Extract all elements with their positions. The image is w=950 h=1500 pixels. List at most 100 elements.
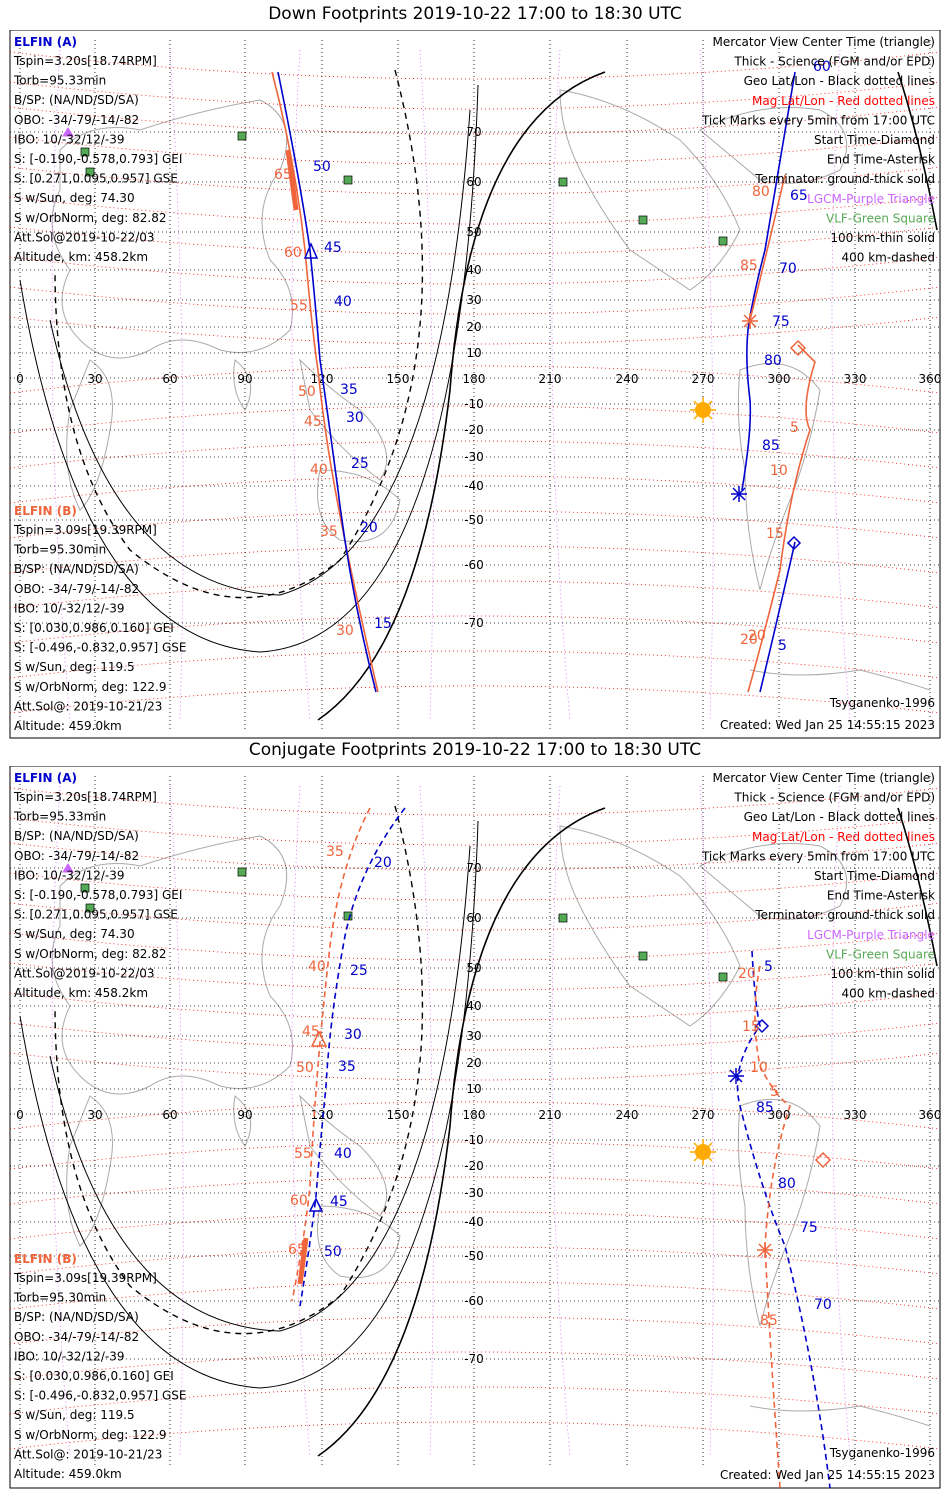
legend-entry: Terminator: ground-thick solid [754, 172, 935, 186]
elfin-b-tick-label: 40 [310, 462, 328, 478]
elfin-b-info-line: S: [-0.496,-0.832,0.957] GSE [14, 641, 187, 655]
elfin-b-info-line: OBO: -34/-79/-14/-82 [14, 1330, 139, 1344]
legend-entry: Start Time-Diamond [814, 869, 935, 883]
legend-entry: Thick - Science (FGM and/or EPD) [733, 791, 935, 805]
elfin-a-title: ELFIN (A) [14, 35, 77, 49]
lon-tick-label: 270 [692, 372, 715, 386]
elfin-a-info: ELFIN (A) Tspin=3.20s[18.74RPM] Torb=95.33… [13, 771, 182, 1000]
elfin-b-tick-label: 45 [302, 1024, 320, 1040]
elfin-b-tick-label: 10 [750, 1060, 768, 1076]
elfin-a-info-line: S: [0.271,0.095,0.957] GSE [14, 172, 178, 186]
elfin-b-tick-label: 85 [760, 1313, 778, 1329]
track-tick-labels: 2025303540455058580757035404550556065201… [288, 844, 832, 1329]
elfin-b-info: ELFIN (B) Tspin=3.09s[19.39RPM] Torb=95.30… [13, 504, 187, 733]
lon-tick-label: 30 [87, 372, 102, 386]
elfin-a-tick-label: 85 [762, 438, 780, 454]
elfin-b-tick-label: 40 [308, 959, 326, 975]
legend-entry: Mercator View Center Time (triangle) [713, 771, 935, 785]
elfin-a-tick-label: 65 [790, 188, 808, 204]
lat-tick-label: 30 [466, 1029, 481, 1043]
elfin-b-tick-label: 50 [296, 1060, 314, 1076]
vlf-square-icon [638, 951, 648, 961]
vlf-stations [80, 867, 728, 982]
elfin-b-title: ELFIN (B) [14, 504, 77, 518]
elfin-a-tick-label: 70 [779, 261, 797, 277]
lon-tick-label: 210 [539, 1108, 562, 1122]
longitude-tick-labels: 0 30 60 90 120 150 180 210 240 270 300 330 360 [16, 1108, 941, 1122]
lat-tick-label: 60 [466, 911, 481, 925]
elfin-b-tick-label: 35 [320, 524, 338, 540]
conjugate-footprints-map: 0 30 60 90 120 150 180 210 240 270 300 330 360 70 60 5… [9, 766, 941, 1489]
elfin-b-tick-label: 45 [304, 414, 322, 430]
elfin-b-tick-label: 65 [274, 167, 292, 183]
legend: Mercator View Center Time (triangle) Thic… [701, 771, 935, 1001]
elfin-b-info-line: Att.Sol@: 2019-10-21/23 [14, 699, 162, 713]
elfin-a-info: ELFIN (A) Tspin=3.20s[18.74RPM] Torb=95.33… [13, 35, 182, 264]
elfin-a-info-line: Att.Sol@2019-10-22/03 [14, 966, 155, 980]
elfin-b-info-line: Tspin=3.09s[19.39RPM] [13, 1271, 157, 1285]
lon-tick-label: 180 [463, 372, 486, 386]
elfin-a-center-triangle [308, 1197, 324, 1212]
lat-tick-label: 20 [466, 320, 481, 334]
elfin-a-end-asterisk [731, 486, 747, 502]
elfin-b-info-line: IBO: 10/-32/12/-39 [14, 1349, 125, 1363]
elfin-a-info-line: B/SP: (NA/ND/SD/SA) [14, 93, 139, 107]
vlf-square-icon [237, 131, 247, 141]
elfin-b-tick-label: 10 [770, 463, 788, 479]
lat-tick-label: 70 [466, 861, 481, 875]
lgcm-triangle [62, 127, 74, 137]
elfin-a-info-line: Torb=95.33min [13, 74, 106, 88]
vlf-square-icon [558, 913, 568, 923]
legend-entry: Thick - Science (FGM and/or EPD) [733, 55, 935, 69]
vlf-square-icon [85, 167, 95, 177]
elfin-a-info-line: Tspin=3.20s[18.74RPM] [13, 54, 157, 68]
markers [308, 1018, 832, 1258]
lat-tick-label: 30 [466, 293, 481, 307]
elfin-b-info-line: IBO: 10/-32/12/-39 [14, 601, 125, 615]
lon-tick-label: 270 [692, 1108, 715, 1122]
lon-tick-label: 300 [768, 1108, 791, 1122]
legend-entry: End Time-Asterisk [827, 153, 935, 167]
created-label: Created: Wed Jan 25 14:55:15 2023 [720, 718, 935, 732]
elfin-a-title: ELFIN (A) [14, 771, 77, 785]
legend-entry: Tick Marks every 5min from 17:00 UTC [701, 849, 935, 863]
lat-tick-label: -60 [464, 558, 484, 572]
vlf-stations [80, 131, 728, 246]
vlf-square-icon [343, 175, 353, 185]
lon-tick-label: 60 [162, 1108, 177, 1122]
elfin-a-tick-label: 80 [778, 1176, 796, 1192]
elfin-b-tick-label: 20 [738, 966, 756, 982]
elfin-b-info-line: Torb=95.30min [13, 1291, 106, 1305]
lat-tick-label: -40 [464, 1215, 484, 1229]
elfin-a-info-line: Altitude, km: 458.2km [14, 250, 148, 264]
elfin-b-info-line: Att.Sol@: 2019-10-21/23 [14, 1447, 162, 1461]
lat-tick-label: -30 [464, 1186, 484, 1200]
markers [303, 242, 807, 551]
elfin-a-tick-label: 50 [313, 159, 331, 175]
lat-tick-label: -10 [464, 1133, 484, 1147]
elfin-b-tick-label: 85 [740, 258, 758, 274]
elfin-a-tick-label: 30 [346, 410, 364, 426]
elfin-a-tick-label: 40 [334, 1146, 352, 1162]
lat-tick-label: -20 [464, 423, 484, 437]
elfin-b-info-line: Torb=95.30min [13, 543, 106, 557]
lon-tick-label: 90 [237, 1108, 252, 1122]
legend-entry: Mag Lat/Lon - Red dotted lines [752, 94, 935, 108]
elfin-b-center-triangle [310, 1030, 328, 1047]
elfin-a-tick-label: 45 [324, 240, 342, 256]
lat-tick-label: -50 [464, 513, 484, 527]
elfin-a-info-line: S w/Sun, deg: 74.30 [14, 191, 135, 205]
elfin-b-tick-label: 15 [766, 526, 784, 542]
legend-entry: Tick Marks every 5min from 17:00 UTC [701, 113, 935, 127]
elfin-a-info-line: S w/OrbNorm, deg: 82.82 [14, 947, 166, 961]
elfin-b-info-line: S: [-0.496,-0.832,0.957] GSE [14, 1389, 187, 1403]
coastlines [51, 825, 931, 1427]
vlf-square-icon [343, 911, 353, 921]
elfin-b-tick-label: 20 [748, 628, 766, 644]
lon-tick-label: 330 [844, 372, 867, 386]
model-label: Tsyganenko-1996 [829, 1446, 935, 1460]
lon-tick-label: 240 [616, 372, 639, 386]
lon-tick-label: 210 [539, 372, 562, 386]
